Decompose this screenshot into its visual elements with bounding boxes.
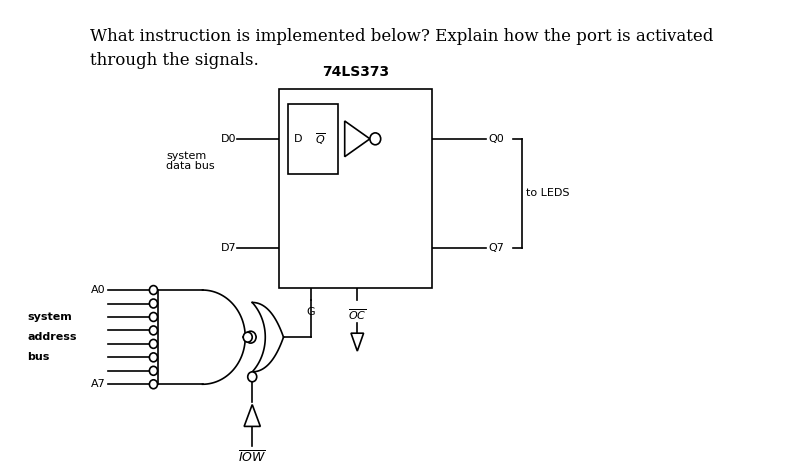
Text: What instruction is implemented below? Explain how the port is activated: What instruction is implemented below? E… bbox=[90, 28, 714, 45]
Text: through the signals.: through the signals. bbox=[90, 52, 259, 68]
Text: $\overline{Q}$: $\overline{Q}$ bbox=[315, 131, 326, 147]
Text: data bus: data bus bbox=[167, 161, 215, 171]
Circle shape bbox=[150, 353, 158, 362]
Circle shape bbox=[245, 331, 256, 343]
Circle shape bbox=[150, 326, 158, 335]
Text: D7: D7 bbox=[220, 243, 236, 253]
Polygon shape bbox=[244, 405, 260, 426]
Text: A7: A7 bbox=[91, 379, 105, 389]
Text: to LEDS: to LEDS bbox=[526, 189, 570, 198]
Text: G: G bbox=[306, 307, 315, 318]
Text: system: system bbox=[167, 151, 207, 161]
Polygon shape bbox=[344, 121, 370, 157]
Text: D: D bbox=[293, 134, 302, 144]
Bar bbox=[279, 89, 432, 287]
Text: system: system bbox=[27, 312, 72, 322]
Circle shape bbox=[150, 312, 158, 321]
Circle shape bbox=[150, 299, 158, 308]
Text: $\overline{IOW}$: $\overline{IOW}$ bbox=[238, 450, 267, 466]
Text: $\overline{OC}$: $\overline{OC}$ bbox=[348, 307, 367, 322]
Polygon shape bbox=[351, 333, 364, 351]
Circle shape bbox=[150, 380, 158, 389]
Text: Q7: Q7 bbox=[489, 243, 505, 253]
Text: Q0: Q0 bbox=[489, 134, 505, 144]
Circle shape bbox=[248, 372, 257, 382]
Text: A0: A0 bbox=[91, 285, 105, 295]
Circle shape bbox=[150, 366, 158, 375]
Text: bus: bus bbox=[27, 352, 50, 362]
Circle shape bbox=[370, 133, 380, 145]
Text: address: address bbox=[27, 332, 77, 342]
Text: D0: D0 bbox=[220, 134, 236, 144]
Circle shape bbox=[150, 286, 158, 295]
Circle shape bbox=[244, 332, 252, 342]
Circle shape bbox=[150, 340, 158, 348]
Bar bbox=[288, 104, 337, 174]
Text: 74LS373: 74LS373 bbox=[322, 65, 389, 79]
